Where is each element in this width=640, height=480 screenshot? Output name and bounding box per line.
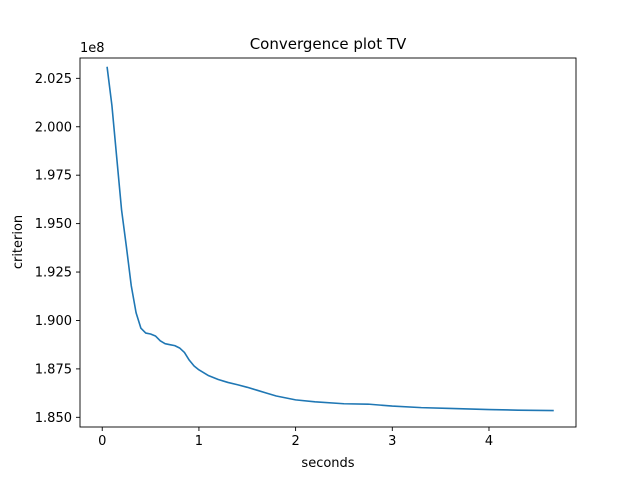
x-tick-label: 4	[485, 434, 493, 449]
y-tick-label: 2.000	[35, 120, 72, 135]
series-line-0	[106, 66, 554, 412]
y-tick-label: 1.850	[35, 411, 72, 426]
y-tick-label: 2.025	[35, 72, 72, 87]
chart-title: Convergence plot TV	[250, 35, 407, 53]
x-tick-label: 2	[291, 434, 299, 449]
x-tick-label: 3	[388, 434, 396, 449]
x-tick-label: 1	[195, 434, 203, 449]
x-axis-label: seconds	[301, 456, 354, 471]
y-tick-label: 1.925	[35, 266, 72, 281]
y-offset-label: 1e8	[80, 41, 105, 56]
plot-frame	[79, 57, 577, 428]
y-tick-label: 1.950	[35, 217, 72, 232]
y-tick-label: 1.875	[35, 362, 72, 377]
y-tick-label: 1.900	[35, 314, 72, 329]
x-tick-label: 0	[98, 434, 106, 449]
y-axis-label: criterion	[11, 215, 26, 269]
plot-area: 0 1 2 3 4 1.850 1.875 1.900 1.925 1.950 1.975 2.000…	[35, 57, 577, 449]
y-tick-label: 1.975	[35, 169, 72, 184]
